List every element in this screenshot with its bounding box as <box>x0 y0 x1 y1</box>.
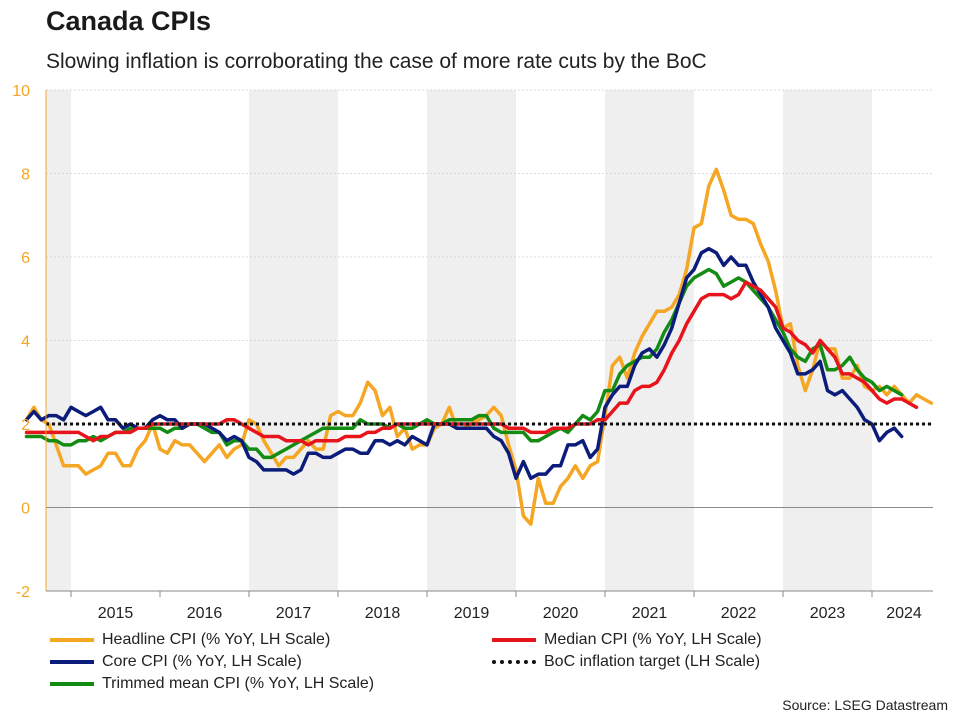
x-tick-label: 2020 <box>543 605 579 622</box>
legend-swatch-trimmed <box>50 682 94 686</box>
x-tick-label: 2018 <box>365 605 401 622</box>
y-tick-label: 10 <box>12 83 30 100</box>
y-tick-label: 8 <box>21 167 30 184</box>
series-line-headline <box>24 167 934 526</box>
y-tick-label: -2 <box>16 584 30 601</box>
x-tick-label: 2022 <box>721 605 757 622</box>
x-tick-label: 2015 <box>98 605 134 622</box>
source-note: Source: LSEG Datastream <box>782 697 948 713</box>
y-tick-label: 2 <box>21 417 30 434</box>
legend-item-median: Median CPI (% YoY, LH Scale) <box>492 630 762 650</box>
legend-swatch-median <box>492 638 536 642</box>
line-chart: -2 0 2 4 6 8 10 2015 2016 2017 2018 2019 2020 2021 202… <box>12 83 934 622</box>
x-tick-label: 2023 <box>810 605 846 622</box>
gridlines <box>46 89 933 592</box>
legend-swatch-core <box>50 660 94 664</box>
series-lines <box>24 167 934 526</box>
legend-item-headline: Headline CPI (% YoY, LH Scale) <box>50 630 330 650</box>
chart-subtitle: Slowing inflation is corroborating the c… <box>46 50 707 73</box>
chart-title: Canada CPIs <box>46 6 212 36</box>
legend-item-trimmed: Trimmed mean CPI (% YoY, LH Scale) <box>50 674 374 694</box>
legend-label-target: BoC inflation target (LH Scale) <box>544 653 761 670</box>
x-tick-label: 2024 <box>886 605 922 622</box>
x-tick-label: 2016 <box>187 605 223 622</box>
legend-item-target: BoC inflation target (LH Scale) <box>492 652 760 672</box>
y-tick-label: 6 <box>21 250 30 267</box>
legend-swatch-target <box>492 660 536 664</box>
legend-label-core: Core CPI (% YoY, LH Scale) <box>102 653 302 670</box>
legend-label-headline: Headline CPI (% YoY, LH Scale) <box>102 631 331 648</box>
axes: -2 0 2 4 6 8 10 2015 2016 2017 2018 2019 2020 2021 202… <box>12 83 933 622</box>
x-tick-label: 2019 <box>454 605 490 622</box>
x-tick-label: 2017 <box>276 605 312 622</box>
x-tick-label: 2021 <box>632 605 668 622</box>
y-tick-label: 4 <box>21 334 30 351</box>
legend-item-core: Core CPI (% YoY, LH Scale) <box>50 652 302 672</box>
y-tick-label: 0 <box>21 501 30 518</box>
legend-swatch-headline <box>50 638 94 642</box>
series-line-trimmed <box>24 267 904 460</box>
legend-label-median: Median CPI (% YoY, LH Scale) <box>544 631 762 648</box>
legend-label-trimmed: Trimmed mean CPI (% YoY, LH Scale) <box>102 675 375 692</box>
legend: Headline CPI (% YoY, LH Scale) Core CPI … <box>50 628 930 698</box>
